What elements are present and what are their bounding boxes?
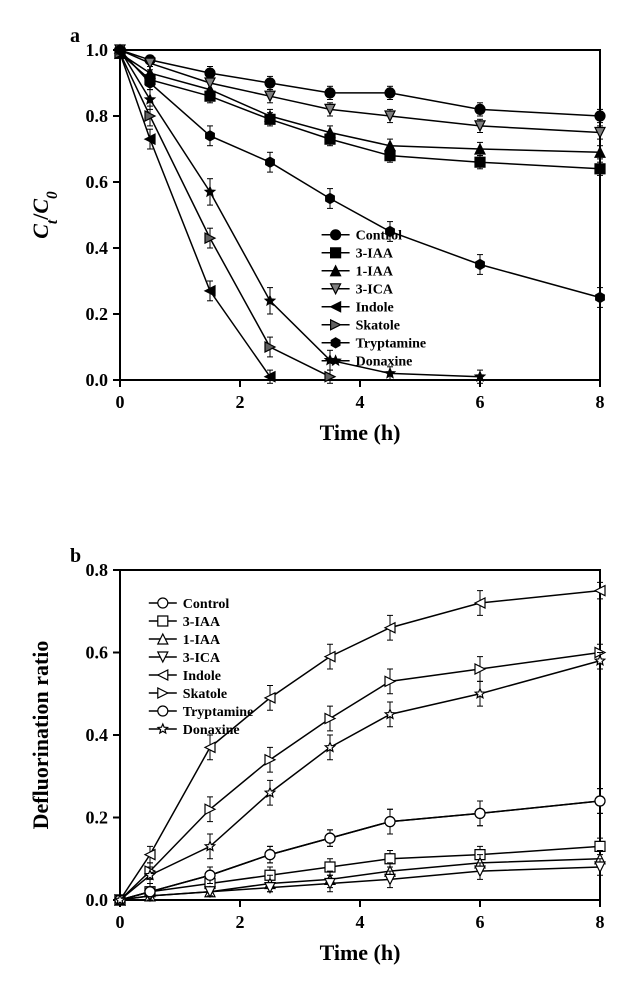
marker	[475, 157, 485, 167]
marker	[385, 817, 395, 827]
xtick-label: 4	[356, 392, 365, 412]
legend-label: 3-ICA	[183, 651, 221, 666]
panel-label: b	[70, 545, 81, 567]
ytick-label: 0.0	[86, 370, 109, 390]
legend-marker	[331, 338, 340, 348]
legend-marker	[331, 230, 341, 240]
xlabel: Time (h)	[320, 940, 401, 965]
panel-b: b 0 2 4 6 8 0.0 0.2 0.4 0.6 0.8 Time (h) Defluorinat…	[0, 530, 640, 980]
xtick-label: 0	[116, 912, 125, 932]
ytick-label: 0.2	[86, 304, 109, 324]
marker	[475, 104, 485, 114]
ytick-label: 0.4	[86, 238, 109, 258]
ytick-label: 0.8	[86, 106, 109, 126]
legend-marker	[158, 616, 168, 626]
marker	[325, 88, 335, 98]
marker	[476, 260, 485, 270]
ytick-label: 0.0	[86, 890, 109, 910]
legend-label: Skatole	[356, 319, 400, 334]
marker	[325, 833, 335, 843]
ytick-label: 0.6	[86, 172, 109, 192]
marker	[385, 854, 395, 864]
ytick-label: 0.6	[86, 643, 109, 663]
marker	[596, 293, 605, 303]
legend-label: Skatole	[183, 687, 227, 702]
marker	[146, 78, 155, 88]
marker	[475, 808, 485, 818]
xtick-label: 8	[596, 912, 605, 932]
ytick-label: 0.8	[86, 560, 109, 580]
legend-label: Indole	[183, 669, 221, 684]
legend-label: Control	[183, 597, 230, 612]
legend-label: Donaxine	[356, 355, 413, 370]
xtick-label: 8	[596, 392, 605, 412]
marker	[385, 88, 395, 98]
marker	[145, 887, 155, 897]
legend-label: 3-ICA	[356, 283, 394, 298]
marker	[265, 850, 275, 860]
xtick-label: 6	[476, 912, 485, 932]
xtick-label: 0	[116, 392, 125, 412]
ytick-label: 0.4	[86, 725, 109, 745]
xlabel: Time (h)	[320, 420, 401, 445]
xtick-label: 4	[356, 912, 365, 932]
marker	[265, 78, 275, 88]
marker	[595, 111, 605, 121]
legend-label: 1-IAA	[183, 633, 221, 648]
xtick-label: 2	[236, 912, 245, 932]
legend-label: Control	[356, 229, 403, 244]
legend-label: 3-IAA	[356, 247, 394, 262]
marker	[266, 157, 275, 167]
ytick-label: 1.0	[86, 40, 109, 60]
marker	[595, 164, 605, 174]
legend-label: Tryptamine	[356, 337, 427, 352]
ylabel: Defluorination ratio	[28, 641, 53, 830]
legend-marker	[158, 598, 168, 608]
xtick-label: 6	[476, 392, 485, 412]
panel-a: a 0 2 4 6 8 0.0 0.2 0.4 0.6 0.8 1.0 Time (h) Ct/C0 Con…	[0, 10, 640, 460]
panel-label: a	[70, 25, 80, 47]
marker	[205, 870, 215, 880]
marker	[326, 194, 335, 204]
marker	[595, 796, 605, 806]
legend-label: Tryptamine	[183, 705, 254, 720]
ylabel: Ct/C0	[28, 191, 61, 239]
ytick-label: 0.2	[86, 808, 109, 828]
legend-marker	[158, 706, 168, 716]
legend-label: Donaxine	[183, 723, 240, 738]
legend-label: 3-IAA	[183, 615, 221, 630]
marker	[206, 131, 215, 141]
legend-label: 1-IAA	[356, 265, 394, 280]
legend-marker	[331, 248, 341, 258]
figure: a 0 2 4 6 8 0.0 0.2 0.4 0.6 0.8 1.0 Time (h) Ct/C0 Con…	[0, 0, 640, 1000]
xtick-label: 2	[236, 392, 245, 412]
legend-label: Indole	[356, 301, 394, 316]
marker	[595, 841, 605, 851]
marker	[325, 862, 335, 872]
